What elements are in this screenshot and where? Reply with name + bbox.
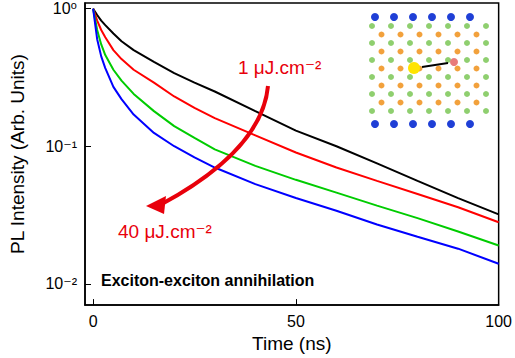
svg-text:1 μJ.cm⁻²: 1 μJ.cm⁻² [238, 57, 321, 78]
svg-text:0: 0 [89, 313, 98, 330]
svg-text:Exciton-exciton annihilation: Exciton-exciton annihilation [101, 272, 314, 289]
svg-text:PL Intensity (Arb. Units): PL Intensity (Arb. Units) [7, 54, 28, 254]
svg-text:100: 100 [485, 313, 512, 330]
svg-text:40 μJ.cm⁻²: 40 μJ.cm⁻² [118, 221, 212, 242]
svg-text:Time (ns): Time (ns) [252, 333, 332, 354]
svg-text:10⁻²: 10⁻² [45, 275, 77, 292]
svg-text:10⁻¹: 10⁻¹ [45, 138, 77, 155]
svg-text:10⁰: 10⁰ [53, 0, 77, 17]
svg-text:50: 50 [287, 313, 305, 330]
